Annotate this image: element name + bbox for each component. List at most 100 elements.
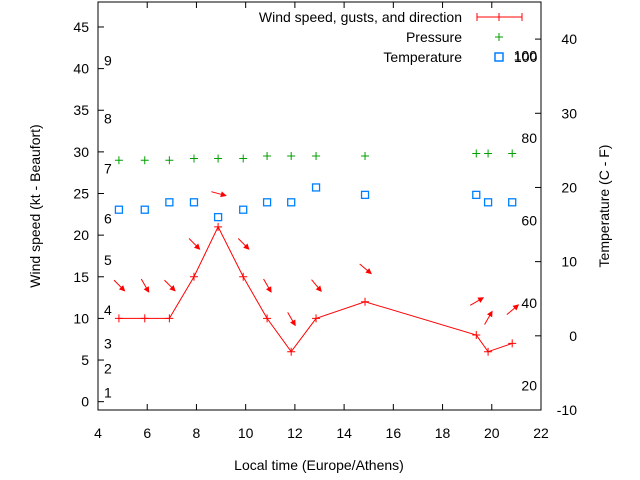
- x-tick-label: 16: [386, 425, 402, 441]
- pressure-point: [312, 152, 321, 161]
- wind-point: [140, 314, 149, 323]
- y-axis-label: Wind speed (kt - Beaufort): [27, 124, 43, 287]
- temperature-point: [311, 183, 321, 192]
- wind-arrow-head: [169, 285, 176, 292]
- beaufort-label: 1: [104, 385, 112, 401]
- pressure-point: [472, 149, 481, 158]
- y-tick-label: 15: [73, 269, 89, 285]
- beaufort-label: 4: [104, 302, 112, 318]
- beaufort-label: 3: [104, 335, 112, 351]
- wind-arrow-head: [193, 243, 201, 250]
- y2-tick-label: 40: [561, 31, 577, 47]
- x-tick-label: 8: [193, 425, 201, 441]
- fahrenheit-label: 100: [514, 48, 538, 64]
- wind-arrow-head: [143, 286, 150, 293]
- pressure-point: [263, 152, 272, 161]
- x-tick-label: 10: [238, 425, 254, 441]
- wind-arrow-head: [365, 268, 372, 275]
- pressure-point: [484, 149, 493, 158]
- y-tick-label: 25: [73, 186, 89, 202]
- beaufort-label: 8: [104, 111, 112, 127]
- beaufort-label: 2: [104, 360, 112, 376]
- y-tick-label: 40: [73, 61, 89, 77]
- wind-point: [472, 331, 481, 340]
- temperature-point: [213, 212, 223, 222]
- x-tick-label: 6: [143, 425, 151, 441]
- temperature-point: [287, 198, 296, 207]
- legend-pressure-sample: [495, 33, 503, 41]
- temperature-point: [360, 190, 370, 200]
- x-tick-label: 22: [533, 425, 549, 441]
- fahrenheit-label: 100: [514, 49, 538, 65]
- temperature-point: [508, 198, 517, 207]
- y2-tick-label: 0: [569, 328, 577, 344]
- y-tick-label: 10: [73, 310, 89, 326]
- y2-tick-label: 10: [561, 254, 577, 270]
- fahrenheit-label: 20: [521, 377, 537, 393]
- wind-arrow-head: [477, 297, 485, 303]
- legend-wind-sample: [476, 13, 523, 21]
- y-tick-label: 0: [81, 394, 89, 410]
- legend-pressure-label: Pressure: [406, 29, 462, 45]
- wind-arrow-head: [220, 191, 227, 198]
- wind-point: [189, 272, 198, 281]
- wind-arrow-head: [265, 286, 272, 293]
- wind-point: [214, 222, 223, 231]
- fahrenheit-label: 80: [521, 130, 537, 146]
- x-tick-label: 20: [484, 425, 500, 441]
- x-tick-label: 14: [336, 425, 352, 441]
- wind-arrow-head: [512, 304, 520, 311]
- wind-point: [361, 297, 370, 306]
- beaufort-label: 7: [104, 161, 112, 177]
- pressure-point: [189, 154, 198, 163]
- wind-arrow-head: [486, 310, 493, 318]
- x-tick-label: 18: [435, 425, 451, 441]
- pressure-point: [361, 152, 370, 161]
- pressure-point: [508, 149, 517, 158]
- wind-arrow-head: [315, 285, 322, 292]
- wind-line: [118, 225, 513, 353]
- wind-point: [312, 314, 321, 323]
- x-axis-label: Local time (Europe/Athens): [234, 457, 404, 473]
- x-tick-label: 4: [94, 425, 102, 441]
- pressure-point: [239, 154, 248, 163]
- wind-point: [239, 272, 248, 281]
- fahrenheit-label: 60: [521, 212, 537, 228]
- y2-tick-label: -10: [557, 402, 577, 418]
- temperature-point: [165, 198, 174, 207]
- temperature-point: [239, 205, 248, 214]
- legend-wind-label: Wind speed, gusts, and direction: [259, 9, 462, 25]
- y-tick-label: 30: [73, 144, 89, 160]
- pressure-point: [287, 152, 296, 161]
- wind-arrow-head: [243, 243, 250, 250]
- wind-arrow-head: [290, 319, 296, 327]
- y-tick-label: 20: [73, 227, 89, 243]
- wind-arrow-head: [118, 285, 126, 292]
- y2-tick-label: 20: [561, 179, 577, 195]
- y-tick-label: 5: [81, 352, 89, 368]
- temperature-point: [140, 205, 149, 214]
- beaufort-label: 9: [104, 52, 112, 68]
- legend-temperature-sample: [494, 52, 504, 62]
- legend-temperature-label: Temperature: [383, 49, 462, 65]
- beaufort-label: 5: [104, 252, 112, 268]
- pressure-point: [165, 156, 174, 165]
- pressure-point: [114, 156, 123, 165]
- x-tick-label: 12: [287, 425, 303, 441]
- y-tick-label: 45: [73, 19, 89, 35]
- temperature-point: [483, 198, 493, 207]
- wind-point: [484, 347, 493, 356]
- wind-point: [165, 314, 174, 323]
- temperature-point: [472, 190, 481, 200]
- temperature-point: [262, 198, 272, 207]
- wind-point: [508, 339, 517, 348]
- wind-point: [263, 314, 272, 323]
- wind-point: [287, 347, 296, 356]
- y2-axis-label: Temperature (C - F): [596, 145, 612, 268]
- temperature-point: [114, 205, 124, 214]
- pressure-point: [140, 156, 149, 165]
- y-tick-label: 35: [73, 102, 89, 118]
- fahrenheit-label: 40: [521, 295, 537, 311]
- beaufort-label: 6: [104, 210, 112, 226]
